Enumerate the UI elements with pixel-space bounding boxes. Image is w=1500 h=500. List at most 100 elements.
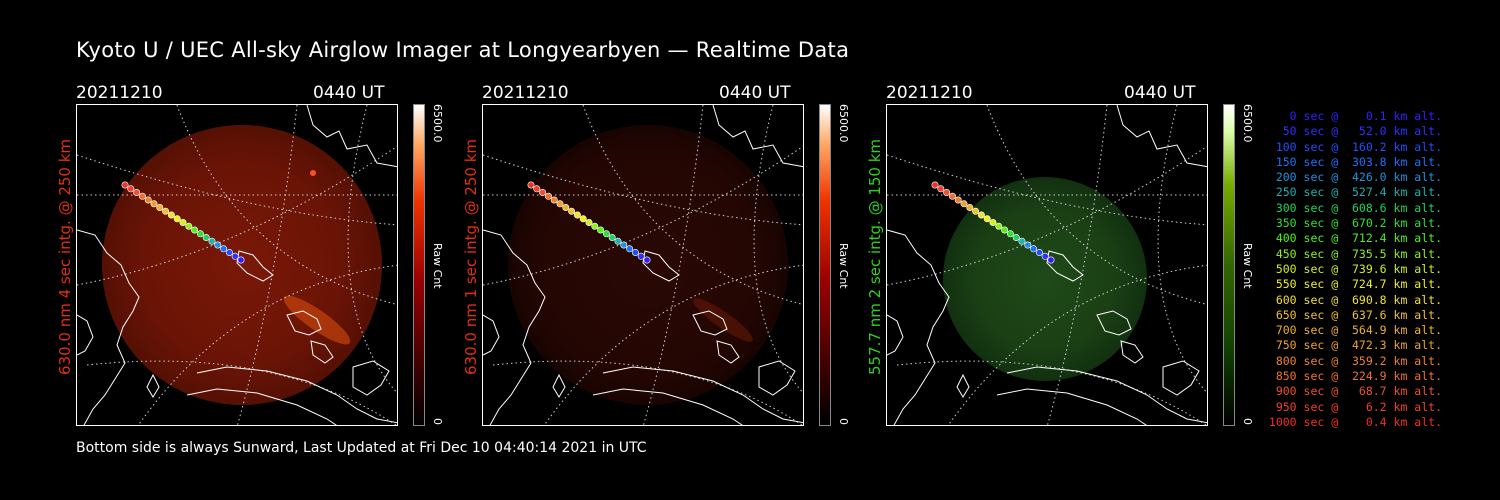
footer-note: Bottom side is always Sunward, Last Upda… (76, 440, 647, 456)
trajectory-point (539, 189, 547, 197)
coastline (602, 366, 803, 424)
all-sky-map (887, 105, 1207, 425)
coastline (77, 314, 94, 356)
panel1-colorbar-unit: Raw Cnt (431, 243, 444, 289)
geo-grid-line (483, 145, 803, 286)
trajectory-point (121, 181, 129, 189)
trajectory-point (614, 237, 622, 245)
sky-image-disk (943, 177, 1147, 381)
trajectory-point (620, 241, 628, 249)
coastline (306, 105, 397, 168)
geo-grid-line (137, 264, 397, 425)
geo-grid-line (947, 264, 1207, 425)
trajectory-point (1035, 249, 1043, 257)
trajectory-point (138, 192, 146, 200)
trajectory-point (568, 207, 576, 215)
panel2-colorbar (819, 104, 831, 426)
trajectory-point (550, 196, 558, 204)
coastline (716, 340, 740, 364)
panel3-time: 0440 UT (1124, 83, 1196, 103)
coastline (712, 105, 803, 168)
coastline (887, 229, 950, 425)
trajectory-point (989, 219, 997, 227)
trajectory-point (562, 204, 570, 212)
trajectory-point (150, 200, 158, 208)
panel3-colorbar (1223, 104, 1235, 426)
coastline (887, 314, 904, 356)
trajectory-legend: 0 sec @ 0.1 km alt. 50 sec @ 52.0 km alt.… (1262, 109, 1442, 430)
trajectory-point (1018, 237, 1026, 245)
coastline (196, 366, 397, 424)
legend-row: 400 sec @ 712.4 km alt. (1275, 231, 1442, 246)
coastline (286, 310, 322, 336)
trajectory-point (983, 215, 991, 223)
panel1-colorbar-max: 6500.0 (431, 104, 444, 143)
trajectory-point (972, 207, 980, 215)
panel2-image (482, 104, 804, 426)
panel2-colorbar-max: 6500.0 (837, 104, 850, 143)
trajectory-point (931, 181, 939, 189)
trajectory-point (943, 189, 951, 197)
legend-row: 1000 sec @ 0.4 km alt. (1268, 414, 1442, 429)
coastline (77, 229, 140, 425)
trajectory-point (225, 249, 233, 257)
trajectory-point (1024, 241, 1032, 249)
coastline (236, 250, 274, 282)
trajectory-point (167, 211, 175, 219)
coastline (146, 373, 160, 398)
trajectory-point (533, 185, 541, 193)
legend-row: 0 sec @ 0.1 km alt. (1289, 109, 1442, 123)
coastline (758, 360, 796, 396)
trajectory-point (231, 252, 239, 260)
legend-row: 900 sec @ 68.7 km alt. (1275, 384, 1442, 399)
legend-row: 200 sec @ 426.0 km alt. (1275, 170, 1442, 185)
geo-grid-line (1157, 105, 1207, 394)
trajectory-point (1012, 234, 1020, 242)
trajectory-point (591, 222, 599, 230)
coastline (483, 314, 500, 356)
trajectory-point (220, 245, 228, 253)
sky-image-disk (102, 125, 382, 405)
panel3-colorbar-unit: Raw Cnt (1241, 243, 1254, 289)
legend-row: 500 sec @ 739.6 km alt. (1275, 261, 1442, 276)
coastline (1046, 250, 1084, 282)
trajectory-point (637, 252, 645, 260)
trajectory-point (631, 249, 639, 257)
trajectory-point (185, 222, 193, 230)
trajectory-point (1041, 252, 1049, 260)
legend-row: 100 sec @ 160.2 km alt. (1275, 139, 1442, 154)
legend-row: 150 sec @ 303.8 km alt. (1275, 154, 1442, 169)
trajectory-point (937, 185, 945, 193)
trajectory-point (196, 230, 204, 238)
trajectory-point (202, 234, 210, 242)
panel2-side-label: 630.0 nm 1 sec intg. @ 250 km (462, 138, 480, 375)
trajectory-point (960, 200, 968, 208)
coastline (996, 388, 1147, 425)
trajectory-point (608, 234, 616, 242)
panel3-image (886, 104, 1208, 426)
legend-row: 700 sec @ 564.9 km alt. (1275, 323, 1442, 338)
trajectory-point (579, 215, 587, 223)
trajectory-point (1006, 230, 1014, 238)
all-sky-map (77, 105, 397, 425)
coastline (483, 229, 546, 425)
coastline (1006, 366, 1207, 424)
coastline (552, 373, 566, 398)
sky-image-disk (508, 125, 788, 405)
trajectory-point (948, 192, 956, 200)
page-title: Kyoto U / UEC All-sky Airglow Imager at … (76, 38, 850, 62)
legend-row: 750 sec @ 472.3 km alt. (1275, 338, 1442, 353)
trajectory-point (556, 200, 564, 208)
panel1-colorbar (413, 104, 425, 426)
trajectory-point (237, 256, 245, 264)
trajectory-point (156, 204, 164, 212)
all-sky-map (483, 105, 803, 425)
coastline (592, 388, 743, 425)
bright-spot (310, 170, 316, 176)
coastline (352, 360, 390, 396)
trajectory-point (643, 256, 651, 264)
coastline (1116, 105, 1207, 168)
legend-row: 650 sec @ 637.6 km alt. (1275, 307, 1442, 322)
trajectory-point (954, 196, 962, 204)
panel1-date: 20211210 (76, 83, 163, 103)
